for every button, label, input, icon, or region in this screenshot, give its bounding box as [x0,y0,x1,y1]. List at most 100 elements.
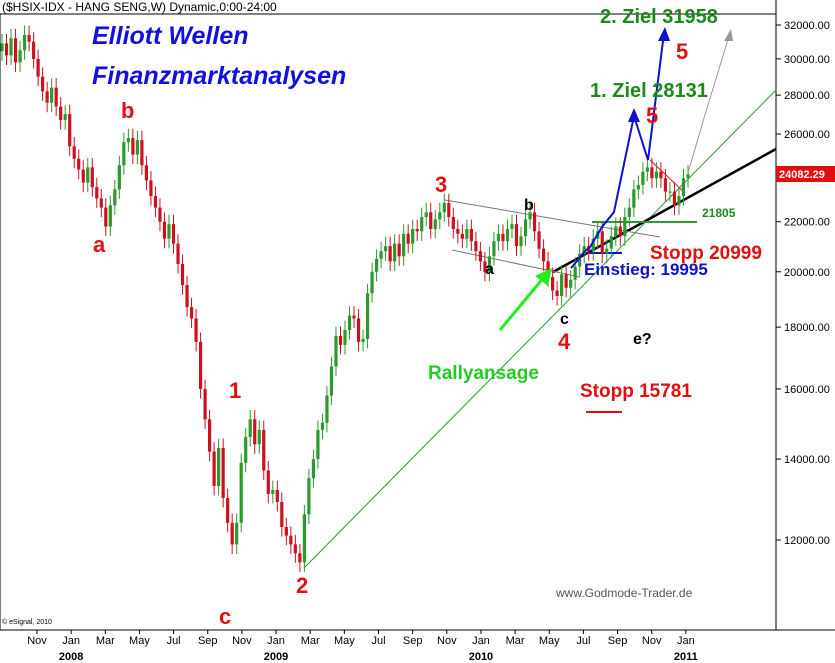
wave-label-2: 2 [296,573,308,598]
candle-body [95,187,99,199]
year-label: 2008 [59,651,83,663]
candle-body [280,502,284,528]
candle-body [668,191,672,193]
candle-body [505,228,510,242]
candle-body [198,341,203,389]
candle-body [541,248,546,262]
candle-body [514,224,519,247]
headline-line2: Finanzmarktanalysen [92,62,346,90]
candle-body [402,233,406,257]
candle-body [275,489,279,503]
candle-body [226,497,230,523]
candle-body [532,212,537,232]
candle-body [411,228,415,244]
y-tick-label: 14000.00 [784,454,830,466]
candle-body [135,140,139,155]
candle-body [27,34,31,42]
x-tick-label: Jul [371,635,385,647]
candle-body [72,146,76,159]
candle-body [384,246,388,252]
candle-body [81,169,85,183]
candle-body [442,202,446,213]
candle-body [663,178,668,192]
x-axis: Nov Jan Mar May Jul Sep Nov Jan Mar May Jul Sep Nov J… [27,630,698,663]
candle-body [77,158,81,170]
candle-body [239,462,243,523]
candle-body [551,277,555,291]
x-tick-label: Sep [403,635,423,647]
candle-body [686,174,690,179]
candle-body [393,243,397,262]
wave-label-c-low: c [219,604,231,629]
candle-body [388,246,392,262]
green-rally-arrow [498,275,547,331]
y-tick-label: 12000.00 [784,535,830,547]
last-price-tag [776,166,835,182]
y-tick-label: 26000.00 [784,129,830,141]
candle-body [99,198,103,208]
entry-label: Einstieg: 19995 [584,260,708,279]
y-tick-label: 20000.00 [784,267,830,279]
candle-body [343,330,347,345]
candle-body [632,189,636,208]
green-rally-arrowhead [535,268,552,286]
candle-body [560,274,564,296]
x-tick-label: Sep [608,635,628,647]
candle-body [600,231,604,254]
candle-body [244,437,248,463]
target-1-label: 1. Ziel 28131 [590,80,708,102]
year-label: 2010 [469,651,493,663]
candle-body [420,216,424,232]
candle-body [519,236,523,247]
candle-body [555,290,559,296]
trendlines [303,89,777,569]
candle-body [609,236,613,249]
candle-body [0,43,4,52]
candle-body [334,335,338,367]
candle-body [352,315,356,319]
y-axis: 12000.00 14000.00 16000.00 18000.00 20000.00… [776,20,830,547]
plot-area [0,13,777,631]
candle-body [307,478,311,515]
candle-body [433,219,437,229]
candle-body [185,285,189,308]
candle-body [320,422,325,430]
candle-body [677,196,681,206]
candle-body [528,212,532,220]
candle-body [316,429,320,460]
x-tick-label: Jul [576,635,590,647]
wave-label-b-left: b [121,98,134,123]
candle-body [510,224,514,229]
candle-body [645,167,649,172]
candle-body [293,544,297,554]
candle-body [614,226,618,237]
y-tick-label: 18000.00 [784,322,830,334]
candle-body [325,395,329,423]
candle-body [104,207,108,227]
target-2-label: 2. Ziel 31958 [600,6,718,28]
candle-body [406,233,410,244]
x-tick-label: May [129,635,150,647]
candle-body [212,451,216,486]
x-tick-label: Nov [642,635,662,647]
x-tick-label: Nov [437,635,457,647]
x-tick-label: Nov [27,635,47,647]
candle-body [578,253,582,267]
candle-body [523,219,528,237]
candle-body [474,241,478,252]
candle-body [149,180,153,197]
wave-label-1: 1 [229,378,241,403]
candle-body [131,138,135,155]
candle-body [54,87,58,107]
candle-body [31,41,36,59]
candle-body [68,114,72,147]
watermark: www.Godmode-Trader.de [555,586,693,600]
blue-arrowhead-1 [628,108,640,122]
candle-body [217,447,221,486]
candle-body [208,419,212,452]
candle-body [465,228,469,239]
candle-body [289,535,293,545]
candle-body [564,274,568,288]
stop-15781-label: Stopp 15781 [580,381,692,402]
x-tick-label: Jan [472,635,490,647]
